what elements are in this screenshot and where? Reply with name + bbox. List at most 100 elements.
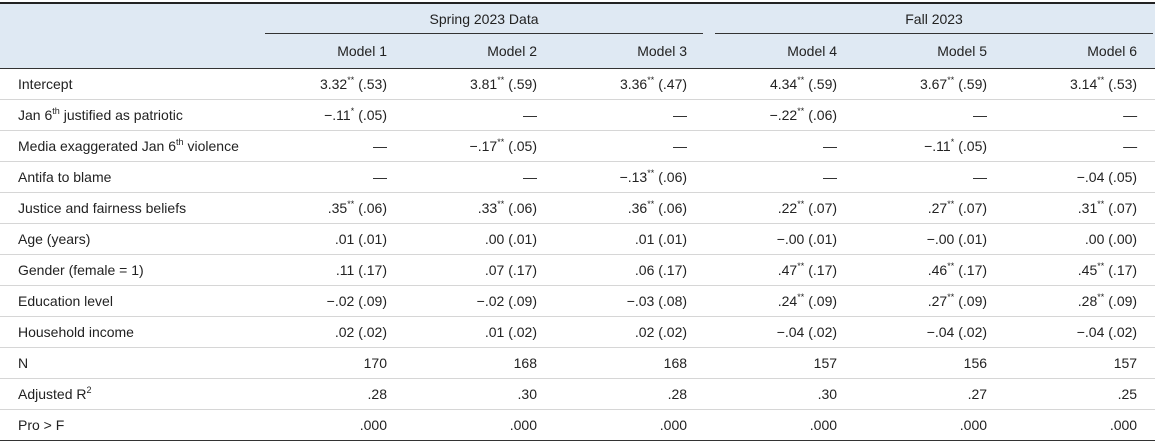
- standard-error: (.06): [808, 107, 838, 123]
- cell: −.04 (.05): [1005, 161, 1155, 193]
- table-row: Intercept 3.32** (.53) 3.81** (.59) 3.36** (.4…: [0, 68, 1155, 100]
- estimate: .27: [927, 200, 948, 216]
- cell: 157: [705, 347, 856, 379]
- standard-error: (.06): [358, 200, 387, 216]
- cell: .31** (.07): [1005, 192, 1155, 224]
- label-text: Justice and fairness beliefs: [18, 200, 187, 216]
- cell: 156: [855, 347, 1006, 379]
- cell: −.11* (.05): [255, 99, 405, 131]
- label-text: Household income: [18, 324, 134, 340]
- cell: .35** (.06): [255, 192, 405, 224]
- significance: **: [497, 199, 505, 209]
- label-text: Gender (female = 1): [18, 262, 144, 278]
- table-row: Media exaggerated Jan 6th violence — −.17**…: [0, 130, 1155, 162]
- row-label: Household income: [0, 316, 255, 348]
- estimate: −.13: [619, 169, 648, 185]
- cell: 170: [255, 347, 405, 379]
- significance: **: [797, 199, 805, 209]
- significance: **: [1097, 261, 1105, 271]
- cell: —: [855, 161, 1006, 193]
- cell: .27** (.07): [855, 192, 1006, 224]
- cell: 3.36** (.47): [555, 68, 706, 100]
- cell: .30: [405, 378, 555, 410]
- significance: *: [350, 106, 355, 116]
- significance: *: [950, 137, 955, 147]
- significance: **: [497, 75, 505, 85]
- cell: —: [555, 130, 706, 162]
- row-label: Age (years): [0, 223, 255, 255]
- cell: .01 (.01): [555, 223, 706, 255]
- cell: .36** (.06): [555, 192, 706, 224]
- cell: .46** (.17): [855, 254, 1006, 286]
- group-label: Spring 2023 Data: [265, 5, 704, 34]
- cell: .000: [405, 409, 555, 441]
- significance: **: [947, 261, 955, 271]
- cell: —: [405, 161, 555, 193]
- label-text: Media exaggerated Jan 6: [18, 138, 176, 154]
- cell: −.03 (.08): [555, 285, 706, 317]
- significance: **: [1097, 199, 1105, 209]
- standard-error: (.09): [1108, 293, 1138, 309]
- cell: —: [705, 161, 856, 193]
- column-header: Model 1: [255, 34, 405, 69]
- column-header-row: Model 1 Model 2 Model 3 Model 4 Model 5 Model…: [0, 34, 1155, 69]
- cell: —: [255, 161, 405, 193]
- label-text: Adjusted R: [18, 386, 87, 402]
- cell: −.04 (.02): [705, 316, 856, 348]
- significance: **: [1097, 292, 1105, 302]
- standard-error: (.53): [358, 76, 387, 92]
- standard-error: (.05): [358, 107, 387, 123]
- cell: —: [405, 99, 555, 131]
- cell: 3.32** (.53): [255, 68, 405, 100]
- significance: **: [947, 292, 955, 302]
- cell: .000: [1005, 409, 1155, 441]
- cell: —: [255, 130, 405, 162]
- table-row: Adjusted R2.28.30.28.30.27.25: [0, 378, 1155, 410]
- significance: **: [797, 106, 805, 116]
- cell: −.04 (.02): [855, 316, 1006, 348]
- cell: −.17** (.05): [405, 130, 555, 162]
- cell: −.02 (.09): [405, 285, 555, 317]
- row-label: Adjusted R2: [0, 378, 255, 410]
- significance: **: [797, 261, 805, 271]
- standard-error: (.06): [658, 169, 688, 185]
- cell: .33** (.06): [405, 192, 555, 224]
- table-row: Pro > F .000.000.000.000.000.000: [0, 409, 1155, 441]
- label-text: Pro > F: [18, 417, 65, 433]
- row-label: Intercept: [0, 68, 255, 100]
- standard-error: (.59): [958, 76, 988, 92]
- estimate: 4.34: [769, 76, 798, 92]
- significance: **: [797, 75, 805, 85]
- column-header: Model 4: [705, 34, 856, 69]
- table-row: Age (years) .01 (.01) .00 (.01) .01 (.01) −.…: [0, 223, 1155, 255]
- cell: −.11* (.05): [855, 130, 1006, 162]
- label-text: Age (years): [18, 231, 91, 247]
- estimate: .46: [927, 262, 948, 278]
- estimate: 3.67: [919, 76, 948, 92]
- cell: 3.67** (.59): [855, 68, 1006, 100]
- row-label: Education level: [0, 285, 255, 317]
- cell: .01 (.02): [405, 316, 555, 348]
- row-label: Media exaggerated Jan 6th violence: [0, 130, 255, 162]
- standard-error: (.17): [958, 262, 988, 278]
- significance: **: [497, 137, 505, 147]
- estimate: .24: [777, 293, 798, 309]
- cell: 3.14** (.53): [1005, 68, 1155, 100]
- column-header: Model 3: [555, 34, 706, 69]
- table-row: Gender (female = 1) .11 (.17) .07 (.17) .06…: [0, 254, 1155, 286]
- table-row: Education level −.02 (.09) −.02 (.09) −.03 …: [0, 285, 1155, 317]
- cell: .000: [555, 409, 706, 441]
- estimate: 3.36: [619, 76, 648, 92]
- table-row: Household income .02 (.02) .01 (.02) .02 (.…: [0, 316, 1155, 348]
- estimate: .35: [327, 200, 348, 216]
- group-header-row: Spring 2023 Data Fall 2023: [0, 2, 1155, 34]
- cell: .02 (.02): [555, 316, 706, 348]
- significance: **: [647, 168, 655, 178]
- cell: .45** (.17): [1005, 254, 1155, 286]
- cell: .24** (.09): [705, 285, 856, 317]
- cell: 168: [405, 347, 555, 379]
- significance: **: [947, 75, 955, 85]
- cell: .28: [555, 378, 706, 410]
